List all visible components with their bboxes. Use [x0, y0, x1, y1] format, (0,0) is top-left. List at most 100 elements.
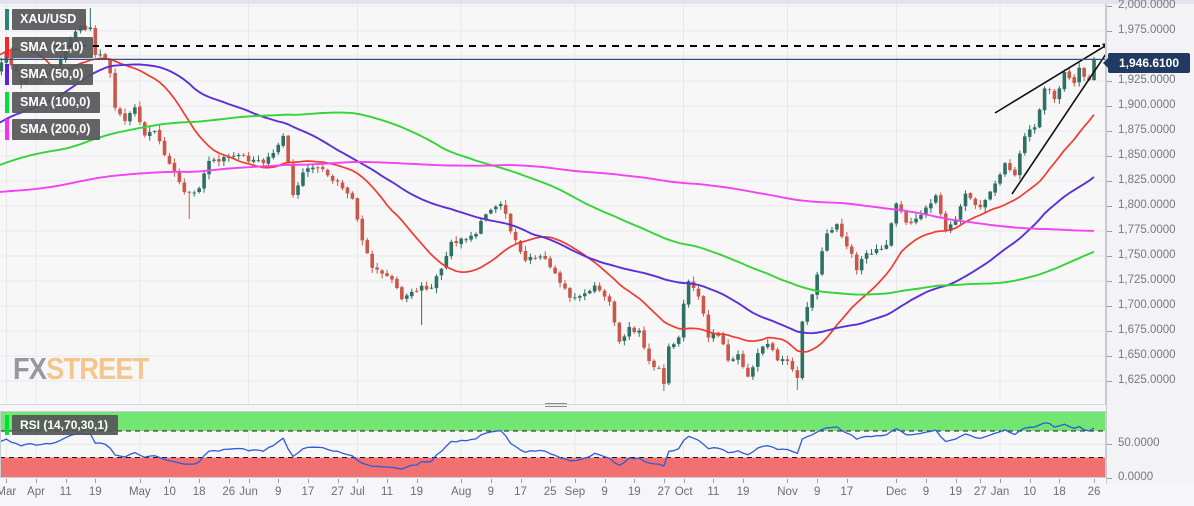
time-axis-label: Sep — [564, 486, 586, 498]
time-tick — [1059, 479, 1061, 483]
fxstreet-logo-fx: FX — [13, 351, 47, 386]
time-tick — [6, 479, 8, 483]
time-axis[interactable]: Mar Apr 11 19 May 10 18 26 Jun 9 17 27 Jul 11 19 Aug 9 17… — [0, 479, 1106, 506]
time-axis-label: 9 — [813, 486, 821, 498]
time-axis-label: Mar — [0, 486, 17, 498]
legend-item-xau-usd[interactable]: XAU/USD — [5, 9, 87, 30]
price-tick — [1107, 31, 1112, 32]
time-axis-label: 19 — [88, 486, 102, 498]
time-tick — [896, 479, 898, 483]
time-axis-label: 26 — [222, 486, 236, 498]
rsi-legend-color-bar — [5, 415, 9, 435]
time-tick — [574, 479, 576, 483]
time-axis-label: Apr — [27, 486, 45, 498]
time-tick — [634, 479, 636, 483]
legend-label: SMA (21,0) — [12, 36, 94, 58]
price-tick — [1107, 6, 1112, 7]
panel-resize-handle[interactable] — [545, 403, 567, 412]
legend-color-bar — [5, 119, 9, 140]
legend-color-bar — [5, 91, 9, 113]
time-axis-label: 17 — [514, 486, 527, 498]
price-tick — [1107, 331, 1112, 332]
time-axis-label: Aug — [450, 486, 472, 498]
time-axis-label: 9 — [601, 486, 608, 498]
legend-item-sma-200-0[interactable]: SMA (200,0) — [5, 119, 101, 140]
time-tick — [199, 479, 201, 483]
legend-color-bar — [5, 64, 9, 85]
time-tick — [337, 479, 339, 483]
current-price-label: 1,946.6100 — [1103, 53, 1190, 74]
legend-label: SMA (100,0) — [12, 91, 101, 113]
price-tick — [1107, 306, 1112, 307]
time-axis-label: Jan — [990, 486, 1010, 498]
legend-item-sma-21-0[interactable]: SMA (21,0) — [5, 36, 94, 58]
time-axis-label: 19 — [949, 486, 962, 498]
price-tick — [1107, 156, 1112, 157]
time-axis-label: Jul — [349, 486, 365, 498]
price-tick — [1107, 131, 1112, 132]
price-tick — [1107, 281, 1112, 282]
price-axis-label: 1,825.0000 — [1118, 174, 1176, 186]
time-axis-label: 11 — [59, 486, 72, 498]
time-tick — [139, 479, 141, 483]
price-axis-label: 1,900.0000 — [1118, 99, 1176, 111]
price-tick — [1107, 106, 1112, 107]
legend-item-sma-50-0[interactable]: SMA (50,0) — [5, 64, 94, 85]
price-chart-canvas[interactable] — [0, 4, 1106, 404]
time-tick — [955, 479, 957, 483]
time-axis-label: 18 — [192, 486, 206, 498]
current-price-value: 1,946.6100 — [1118, 56, 1180, 71]
time-axis-label: 17 — [840, 486, 854, 498]
price-axis-label: 1,875.0000 — [1118, 124, 1176, 136]
price-tick — [1107, 81, 1112, 82]
rsi-canvas[interactable] — [0, 411, 1106, 478]
rsi-legend-label: RSI (14,70,30,1) — [12, 415, 119, 435]
price-notch-icon — [1103, 58, 1108, 69]
rsi-legend-item[interactable]: RSI (14,70,30,1) — [5, 415, 119, 435]
time-tick — [490, 479, 492, 483]
time-axis-label: 11 — [381, 486, 393, 498]
price-chart-panel[interactable] — [0, 4, 1106, 405]
price-axis-label: 1,700.0000 — [1118, 299, 1176, 311]
time-tick — [742, 479, 744, 483]
price-axis-label: 1,675.0000 — [1118, 324, 1176, 336]
time-tick — [307, 479, 309, 483]
time-axis-label: 9 — [922, 486, 930, 498]
legend-item-sma-100-0[interactable]: SMA (100,0) — [5, 91, 101, 113]
time-axis-label: Oct — [674, 486, 693, 498]
time-axis-label: 25 — [543, 486, 557, 498]
time-tick — [846, 479, 848, 483]
fxstreet-logo-street: STREET — [46, 351, 149, 386]
time-tick — [663, 479, 665, 483]
time-axis-label: 17 — [301, 486, 315, 498]
price-axis-label: 1,750.0000 — [1118, 249, 1176, 261]
price-tick — [1107, 231, 1112, 232]
time-axis-label: 9 — [275, 486, 282, 498]
price-tick — [1107, 444, 1112, 446]
price-axis-label: 1,800.0000 — [1118, 199, 1176, 211]
rsi-panel[interactable] — [0, 411, 1106, 478]
time-tick — [713, 479, 715, 483]
time-tick — [787, 479, 789, 483]
time-tick — [357, 479, 359, 483]
price-axis-label: 1,925.0000 — [1118, 74, 1176, 86]
time-tick — [817, 479, 819, 483]
price-axis-label: 2,000.0000 — [1118, 0, 1176, 11]
time-tick — [35, 479, 37, 483]
time-axis-label: 10 — [163, 486, 176, 498]
price-axis[interactable]: 2,000.0000 1,975.0000 1,925.0000 1,900.0000… — [1106, 0, 1194, 484]
price-tick — [1107, 181, 1112, 182]
legend-label: SMA (50,0) — [12, 64, 94, 85]
price-tick — [1107, 356, 1112, 357]
price-tick — [1107, 477, 1112, 479]
legend-label: XAU/USD — [12, 9, 87, 30]
time-tick — [550, 479, 552, 483]
price-tick — [1107, 256, 1112, 257]
time-tick — [925, 479, 927, 483]
time-axis-label: 9 — [487, 486, 495, 498]
time-axis-label: Dec — [886, 486, 907, 498]
time-axis-label: 18 — [1052, 486, 1066, 498]
time-axis-label: 19 — [627, 486, 641, 498]
rsi-axis-label: 0.0000 — [1118, 470, 1154, 483]
